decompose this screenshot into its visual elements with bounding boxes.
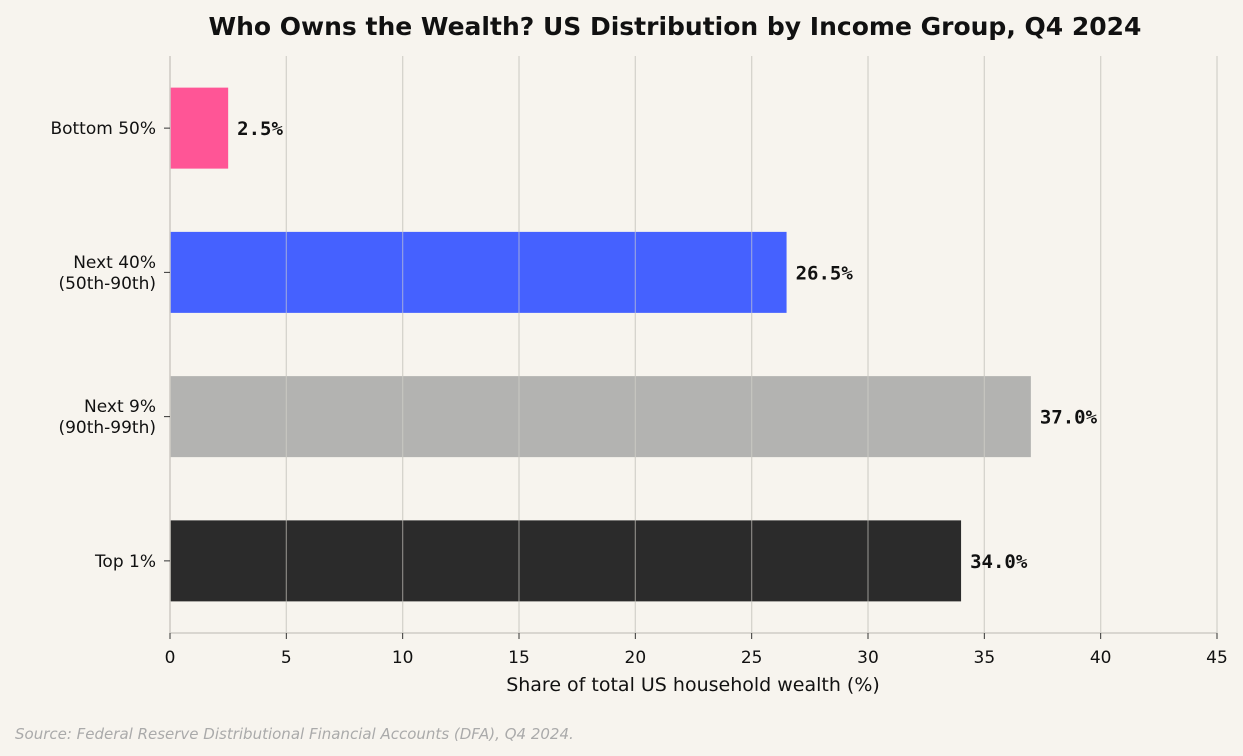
category-label: Next 40%: [73, 253, 156, 273]
value-label: 2.5%: [237, 118, 283, 140]
value-label: 34.0%: [970, 551, 1028, 573]
bar: [170, 520, 962, 602]
value-label: 37.0%: [1040, 407, 1098, 429]
x-tick-label: 0: [165, 648, 176, 668]
x-axis-label: Share of total US household wealth (%): [506, 674, 880, 696]
x-tick-label: 35: [974, 648, 996, 668]
category-label: (50th-90th): [58, 274, 156, 294]
bar: [170, 231, 787, 313]
x-tick-label: 20: [625, 648, 647, 668]
bar: [170, 87, 229, 169]
category-label: Top 1%: [94, 552, 156, 572]
x-tick-label: 45: [1206, 648, 1228, 668]
x-tick-label: 40: [1090, 648, 1112, 668]
x-tick-label: 5: [281, 648, 292, 668]
category-label: (90th-99th): [58, 418, 156, 438]
category-label: Next 9%: [84, 397, 156, 417]
category-label: Bottom 50%: [50, 119, 156, 139]
x-tick-label: 10: [392, 648, 414, 668]
labels: 0 5 10 15 20 25 30 35 40 45 Bottom 50% Next 40%(50t…: [50, 118, 1227, 668]
bars: [170, 56, 1218, 633]
value-label: 26.5%: [796, 262, 854, 284]
source-note: Source: Federal Reserve Distributional F…: [15, 725, 574, 743]
x-tick-label: 15: [508, 648, 530, 668]
x-tick-label: 30: [857, 648, 879, 668]
chart-title: Who Owns the Wealth? US Distribution by …: [209, 12, 1142, 41]
axes: [164, 56, 1218, 639]
x-tick-label: 25: [741, 648, 763, 668]
bar: [170, 376, 1031, 458]
